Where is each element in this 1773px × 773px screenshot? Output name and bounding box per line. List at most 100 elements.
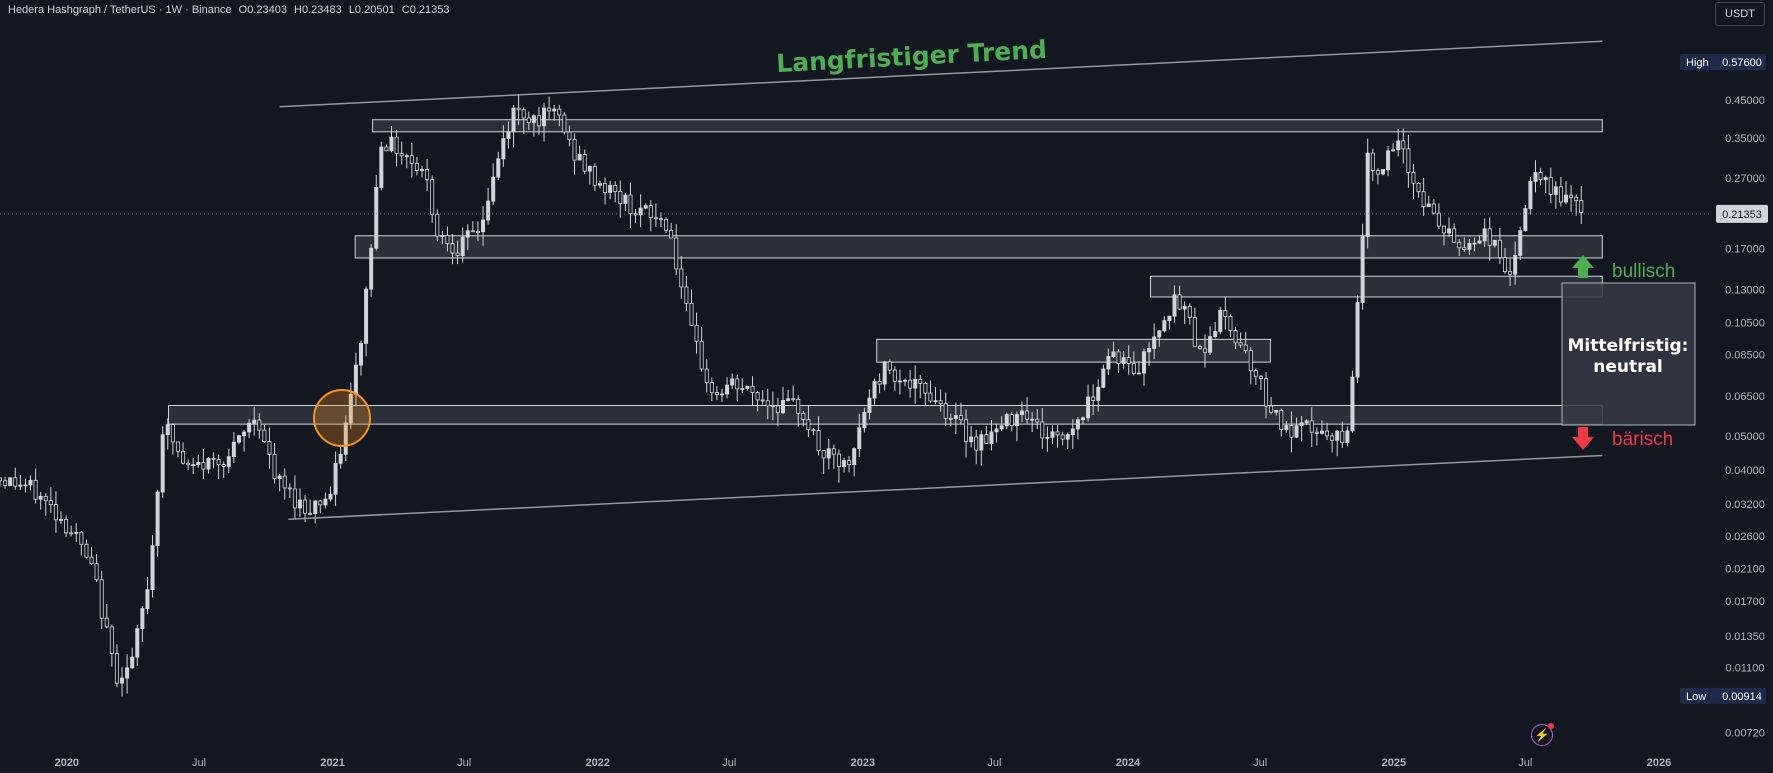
candle-body xyxy=(353,364,358,395)
candle-body xyxy=(1355,302,1360,378)
arrow-up-icon xyxy=(1572,255,1594,278)
candle-body xyxy=(969,436,974,443)
price-tick-label: 0.35000 xyxy=(1725,133,1765,145)
midterm-box: Mittelfristig: neutral xyxy=(1561,282,1696,426)
candle-body xyxy=(562,114,567,133)
candle-body xyxy=(425,169,430,180)
candle-body xyxy=(933,400,938,403)
candle-body xyxy=(109,626,114,654)
lightning-icon[interactable]: ⚡ xyxy=(1531,723,1554,746)
candle-body xyxy=(226,456,231,467)
candle-body xyxy=(567,131,572,141)
candle-body xyxy=(308,512,313,515)
candle-body xyxy=(557,108,562,116)
candle-body xyxy=(221,464,226,467)
candle-body xyxy=(1421,191,1426,208)
candle-body xyxy=(414,162,419,171)
candle-body xyxy=(1182,306,1187,310)
candle-body xyxy=(33,479,38,500)
candle-body xyxy=(1045,436,1050,439)
zones-layer xyxy=(168,119,1603,425)
candle-body xyxy=(1055,431,1060,436)
candle-body xyxy=(491,176,496,202)
candle-body xyxy=(1558,186,1563,203)
candle-body xyxy=(445,235,450,245)
candle-body xyxy=(628,194,633,215)
time-axis[interactable]: 2020 Jul 2021 Jul 2022 Jul 2023 Jul 2024 Jul 2025 J… xyxy=(55,757,1672,769)
candle-body xyxy=(59,519,64,521)
price-tick-label: 0.03200 xyxy=(1725,499,1765,511)
candle-body xyxy=(69,532,74,535)
candle-body xyxy=(1030,418,1035,421)
candle-body xyxy=(1197,345,1202,350)
candle-body xyxy=(1192,317,1197,347)
candle-body xyxy=(318,500,323,506)
candle-body xyxy=(679,268,684,288)
candle-body xyxy=(420,169,425,171)
candle-body xyxy=(653,217,658,220)
candle-body xyxy=(1040,421,1045,439)
candle-body xyxy=(1106,356,1111,370)
candle-body xyxy=(1574,196,1579,201)
extreme-price-name: Low xyxy=(1686,691,1706,703)
candle-body xyxy=(831,448,836,455)
candle-body xyxy=(257,419,262,431)
candle-body xyxy=(1228,316,1233,331)
candle-body xyxy=(379,146,384,188)
breakout-highlight-circle xyxy=(313,389,371,447)
time-tick-label: 2025 xyxy=(1382,757,1406,769)
candle-body xyxy=(53,504,58,521)
candle-body xyxy=(1304,420,1309,424)
candle-body xyxy=(175,441,180,452)
candle-body xyxy=(501,138,506,160)
candle-body xyxy=(536,115,541,127)
candle-body xyxy=(1319,430,1324,434)
candle-body xyxy=(608,184,613,193)
candle-body xyxy=(231,441,236,458)
candle-body xyxy=(597,183,602,186)
candle-body xyxy=(979,434,984,451)
candle-body xyxy=(511,107,516,133)
candle-body xyxy=(323,498,328,506)
candle-body xyxy=(582,153,587,172)
symbol-title[interactable]: Hedera Hashgraph / TetherUS · 1W · Binan… xyxy=(8,4,232,16)
candle-body xyxy=(1462,247,1467,250)
candle-body xyxy=(714,392,719,396)
candle-body xyxy=(847,460,852,465)
candles-layer xyxy=(0,95,1584,697)
candle-body xyxy=(958,415,963,421)
price-labels: High 0.57600 0.21353 Low 0.00914 xyxy=(1680,54,1768,704)
high-price-label: High 0.57600 xyxy=(1680,54,1766,71)
price-axis[interactable]: 0.750000.450000.350000.270000.170000.130… xyxy=(1725,17,1765,740)
candle-body xyxy=(150,545,155,591)
candle-body xyxy=(1472,242,1477,245)
candle-body xyxy=(577,153,582,161)
candle-body xyxy=(399,153,404,157)
candle-body xyxy=(287,487,292,490)
candle-body xyxy=(216,458,221,466)
candle-body xyxy=(1309,420,1314,433)
candle-body xyxy=(1467,243,1472,250)
candle-body xyxy=(236,435,241,443)
candle-body xyxy=(1203,348,1208,353)
candle-body xyxy=(755,392,760,401)
candle-body xyxy=(1518,230,1523,256)
candle-body xyxy=(1279,410,1284,431)
candle-body xyxy=(1131,363,1136,374)
candle-body xyxy=(1533,172,1538,182)
price-tick-label: 0.17000 xyxy=(1725,244,1765,256)
candle-body xyxy=(892,369,897,382)
currency-button[interactable]: USDT xyxy=(1715,2,1765,26)
candle-body xyxy=(918,378,923,384)
price-tick-label: 0.45000 xyxy=(1725,95,1765,107)
candle-body xyxy=(953,415,958,420)
candle-body xyxy=(364,288,369,344)
candle-body xyxy=(1167,315,1172,321)
price-tick-label: 0.05000 xyxy=(1725,431,1765,443)
candle-body xyxy=(435,213,440,237)
candle-body xyxy=(1223,310,1228,317)
upper-trend xyxy=(279,40,1603,108)
high-value: H0.23483 xyxy=(294,4,342,16)
symbol-header: Hedera Hashgraph / TetherUS · 1W · Binan… xyxy=(8,4,453,16)
